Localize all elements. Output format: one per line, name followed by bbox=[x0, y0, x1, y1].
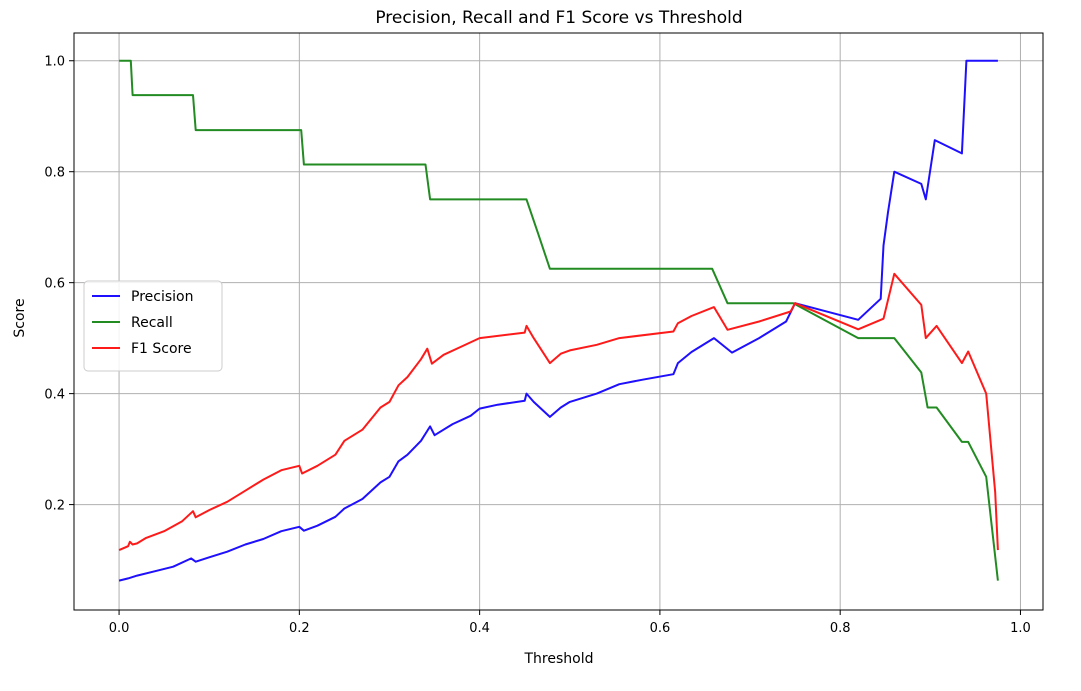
plot-frame bbox=[73, 32, 1044, 611]
y-tick-label: 0.8 bbox=[44, 166, 65, 181]
legend-label: Recall bbox=[131, 315, 173, 331]
legend-label: F1 Score bbox=[131, 341, 192, 357]
y-tick-label: 0.2 bbox=[44, 499, 65, 514]
y-tick-label: 0.4 bbox=[44, 388, 65, 403]
series-layer bbox=[118, 59, 999, 582]
x-tick-label: 1.0 bbox=[1010, 621, 1031, 636]
series-line-f1-score bbox=[118, 272, 999, 552]
x-tick-label: 0.0 bbox=[109, 621, 130, 636]
series-line-recall bbox=[119, 59, 999, 581]
y-tick-label: 0.6 bbox=[44, 277, 65, 292]
legend-label: Precision bbox=[131, 289, 193, 305]
legend: Precision Recall F1 Score bbox=[83, 280, 223, 372]
x-axis-label: Threshold bbox=[524, 651, 594, 667]
chart-title: Precision, Recall and F1 Score vs Thresh… bbox=[375, 8, 742, 28]
ticks: 0.0 0.2 0.4 0.6 0.8 1.0 0.2 0.4 0.6 0.8 1.0 bbox=[44, 55, 1030, 636]
y-tick-label: 1.0 bbox=[44, 55, 65, 70]
series-line-precision bbox=[118, 59, 998, 582]
x-tick-label: 0.6 bbox=[650, 621, 671, 636]
x-tick-label: 0.4 bbox=[469, 621, 490, 636]
x-tick-label: 0.8 bbox=[830, 621, 851, 636]
y-axis-label: Score bbox=[12, 298, 28, 337]
x-tick-label: 0.2 bbox=[289, 621, 310, 636]
